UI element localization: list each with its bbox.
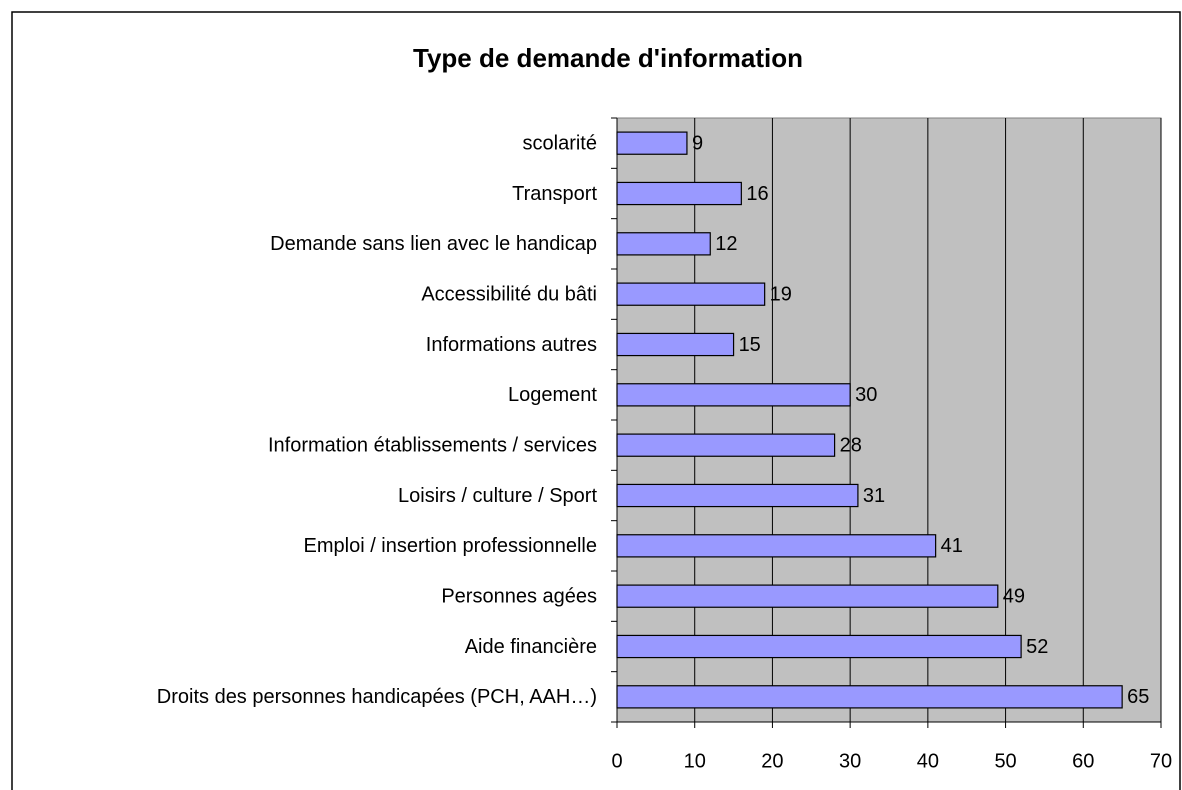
x-tick-label: 40 [917,750,939,772]
y-tick-label: Personnes agées [441,585,597,607]
chart-title: Type de demande d'information [413,43,803,73]
bar [616,584,999,608]
y-tick-label: Emploi / insertion professionnelle [304,535,598,557]
data-label: 28 [840,434,862,456]
y-tick-label: Informations autres [426,334,597,356]
bar [616,534,937,558]
bar [616,131,688,155]
x-tick-label: 50 [994,750,1016,772]
data-label: 19 [770,283,792,305]
data-label: 16 [746,183,768,205]
bar [616,282,766,306]
data-label: 49 [1003,585,1025,607]
y-tick-label: scolarité [523,132,597,154]
data-label: 41 [941,535,963,557]
bar [616,433,836,457]
data-label: 12 [715,233,737,255]
y-tick-label: Droits des personnes handicapées (PCH, A… [157,686,597,708]
bar [616,483,859,508]
x-tick-label: 0 [611,750,622,772]
bar [616,383,851,407]
y-tick-label: Demande sans lien avec le handicap [270,233,597,255]
y-tick-label: Loisirs / culture / Sport [398,485,597,507]
x-tick-label: 60 [1072,750,1094,772]
chart-border [11,11,1181,790]
data-label: 15 [739,334,761,356]
data-label: 65 [1127,686,1149,708]
x-tick-label: 10 [684,750,706,772]
data-label: 30 [855,384,877,406]
data-label: 9 [692,132,703,154]
bar [616,232,711,256]
bar [616,181,742,206]
bar [616,685,1123,709]
y-tick-label: Information établissements / services [268,434,597,456]
y-tick-label: Accessibilité du bâti [421,283,597,305]
data-label: 31 [863,485,885,507]
data-label: 52 [1026,636,1048,658]
y-tick-label: Transport [512,183,597,205]
x-tick-label: 30 [839,750,861,772]
x-tick-label: 20 [761,750,783,772]
bar [616,634,1022,659]
x-tick-label: 70 [1150,750,1172,772]
y-tick-label: Logement [508,384,597,406]
y-tick-label: Aide financière [465,636,597,658]
bar [616,332,735,357]
plot-area [616,117,1162,723]
